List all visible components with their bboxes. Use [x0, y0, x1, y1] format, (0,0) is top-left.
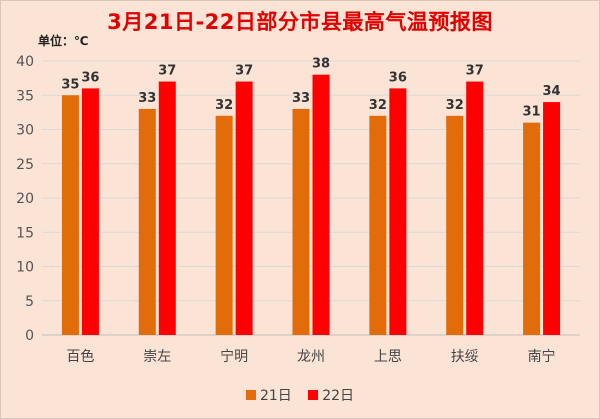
data-label-21日-南宁: 31 [523, 105, 541, 120]
y-tick-label-0: 0 [25, 328, 34, 344]
data-label-21日-崇左: 33 [138, 91, 156, 106]
bar-21日-百色 [61, 95, 79, 335]
bar-21日-宁明 [215, 115, 233, 335]
bar-21日-扶绥 [446, 115, 464, 335]
unit-label: 单位：℃ [38, 34, 89, 48]
data-label-22日-上思: 36 [389, 70, 407, 85]
bar-21日-崇左 [138, 108, 156, 335]
legend-swatch-21 [245, 390, 256, 400]
bar-22日-宁明 [235, 81, 253, 335]
bar-22日-南宁 [543, 102, 561, 335]
data-label-22日-龙州: 38 [312, 57, 330, 72]
data-label-22日-扶绥: 37 [466, 64, 484, 79]
legend-item-21: 21日 [245, 385, 292, 405]
x-tick-label-上思: 上思 [374, 349, 402, 365]
data-label-21日-百色: 35 [61, 77, 79, 92]
bar-21日-龙州 [292, 108, 310, 335]
legend-label-21: 21日 [259, 388, 292, 404]
x-tick-label-百色: 百色 [66, 348, 94, 365]
bar-21日-南宁 [523, 122, 541, 336]
legend-label-22: 22日 [322, 388, 355, 404]
data-label-21日-龙州: 33 [292, 91, 310, 106]
x-tick-label-扶绥: 扶绥 [451, 349, 479, 365]
y-tick-label-25: 25 [16, 157, 34, 173]
bar-21日-上思 [369, 115, 387, 335]
y-tick-label-40: 40 [16, 54, 34, 70]
x-tick-label-崇左: 崇左 [143, 349, 171, 365]
legend: 21日 22日 [0, 385, 600, 405]
x-tick-label-南宁: 南宁 [528, 348, 556, 365]
data-label-21日-宁明: 32 [215, 98, 233, 113]
legend-swatch-22 [308, 390, 319, 400]
data-label-22日-崇左: 37 [158, 64, 176, 79]
y-tick-label-20: 20 [16, 191, 34, 207]
data-label-21日-上思: 32 [369, 98, 387, 113]
y-tick-label-30: 30 [16, 123, 34, 139]
y-tick-label-35: 35 [16, 88, 34, 104]
bar-22日-扶绥 [466, 81, 484, 335]
x-tick-label-龙州: 龙州 [297, 349, 325, 365]
bar-22日-龙州 [312, 74, 330, 335]
data-label-22日-百色: 36 [81, 70, 99, 85]
legend-item-22: 22日 [308, 385, 354, 405]
data-label-21日-扶绥: 32 [446, 98, 464, 113]
data-label-22日-宁明: 37 [235, 64, 253, 79]
x-tick-label-宁明: 宁明 [220, 348, 248, 365]
y-tick-label-5: 5 [25, 294, 34, 310]
bar-22日-崇左 [158, 81, 176, 335]
bar-22日-百色 [81, 88, 99, 336]
y-tick-label-15: 15 [16, 225, 34, 241]
data-label-22日-南宁: 34 [543, 84, 561, 99]
chart-title: 3月21日-22日部分市县最高气温预报图 [107, 10, 493, 34]
bar-22日-上思 [389, 88, 407, 336]
y-tick-label-10: 10 [16, 260, 34, 276]
